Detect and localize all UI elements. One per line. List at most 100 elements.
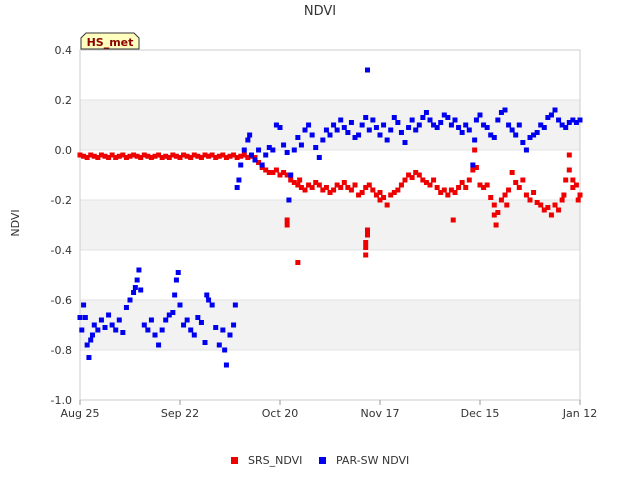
data-point xyxy=(484,125,490,130)
data-point xyxy=(320,137,326,143)
data-point xyxy=(491,212,497,218)
data-point xyxy=(213,155,219,160)
data-point xyxy=(248,152,254,158)
data-point xyxy=(223,155,229,160)
data-point xyxy=(566,152,572,158)
y-tick-label: -0.4 xyxy=(51,244,72,257)
data-point xyxy=(277,172,283,178)
data-point xyxy=(138,287,144,293)
data-point xyxy=(152,153,158,159)
data-point xyxy=(181,322,187,328)
data-point xyxy=(323,127,329,133)
data-point xyxy=(266,170,272,175)
data-point xyxy=(91,322,97,328)
data-point xyxy=(427,117,433,123)
data-point xyxy=(220,327,226,333)
data-point xyxy=(227,153,233,159)
data-point xyxy=(331,122,337,128)
data-point xyxy=(541,207,547,213)
data-point xyxy=(184,317,190,323)
data-point xyxy=(438,120,444,125)
data-point xyxy=(406,172,412,178)
data-point xyxy=(131,290,137,295)
data-point xyxy=(365,232,370,238)
data-point xyxy=(370,187,376,193)
data-point xyxy=(388,192,394,198)
data-point xyxy=(77,315,83,320)
series-srs-ndvi xyxy=(77,147,583,265)
data-point xyxy=(77,152,83,158)
data-point xyxy=(284,150,290,155)
legend-item-srs-ndvi: SRS_NDVI xyxy=(231,454,302,467)
data-point xyxy=(377,132,383,138)
data-point xyxy=(441,112,447,118)
data-point xyxy=(222,347,228,353)
data-point xyxy=(113,327,119,333)
data-point xyxy=(172,292,178,298)
data-point xyxy=(548,212,554,218)
data-point xyxy=(298,185,304,190)
x-tick-label: Oct 20 xyxy=(262,407,299,420)
data-point xyxy=(456,185,462,190)
data-point xyxy=(377,197,383,203)
data-point xyxy=(245,137,251,143)
data-point xyxy=(320,187,326,193)
data-point xyxy=(516,122,522,128)
data-point xyxy=(309,132,315,138)
data-point xyxy=(395,187,401,193)
data-point xyxy=(106,312,112,318)
data-point xyxy=(277,125,283,130)
data-point xyxy=(313,145,319,150)
data-point xyxy=(231,152,237,158)
data-point xyxy=(145,327,151,333)
data-point xyxy=(191,152,197,158)
data-point xyxy=(491,202,497,208)
data-point xyxy=(284,172,290,178)
data-point xyxy=(570,177,576,183)
data-point xyxy=(284,217,290,223)
data-point xyxy=(188,155,194,160)
data-point xyxy=(327,132,333,138)
data-point xyxy=(573,120,579,125)
data-point xyxy=(266,145,272,150)
data-point xyxy=(334,127,340,133)
data-point xyxy=(81,153,87,159)
y-tick-label: -1.0 xyxy=(51,394,72,407)
data-point xyxy=(391,115,397,120)
data-point xyxy=(348,120,354,125)
data-point xyxy=(316,182,322,188)
data-point xyxy=(373,125,379,130)
data-point xyxy=(534,200,540,205)
data-point xyxy=(120,330,126,335)
data-point xyxy=(456,125,462,130)
data-point xyxy=(575,197,581,203)
data-point xyxy=(472,137,478,143)
data-point xyxy=(109,152,115,158)
data-point xyxy=(216,342,222,348)
data-point xyxy=(281,142,287,148)
data-point xyxy=(163,317,169,323)
data-point xyxy=(141,322,147,328)
data-point xyxy=(232,302,238,308)
data-point xyxy=(297,177,303,183)
data-point xyxy=(90,332,95,338)
data-point xyxy=(188,327,194,333)
data-point xyxy=(438,190,444,195)
data-point xyxy=(291,180,297,185)
grid-band xyxy=(80,300,580,350)
data-point xyxy=(563,125,569,130)
data-point xyxy=(463,122,469,128)
data-point xyxy=(481,122,487,128)
x-tick-label: Dec 15 xyxy=(461,407,500,420)
data-point xyxy=(116,153,122,159)
data-point xyxy=(459,180,465,185)
y-axis-label: NDVI xyxy=(9,209,22,236)
data-point xyxy=(259,162,265,168)
data-point xyxy=(295,260,301,265)
data-point xyxy=(236,177,242,183)
data-point xyxy=(513,132,519,138)
data-point xyxy=(552,107,558,113)
data-point xyxy=(363,252,369,258)
data-point xyxy=(409,117,415,123)
